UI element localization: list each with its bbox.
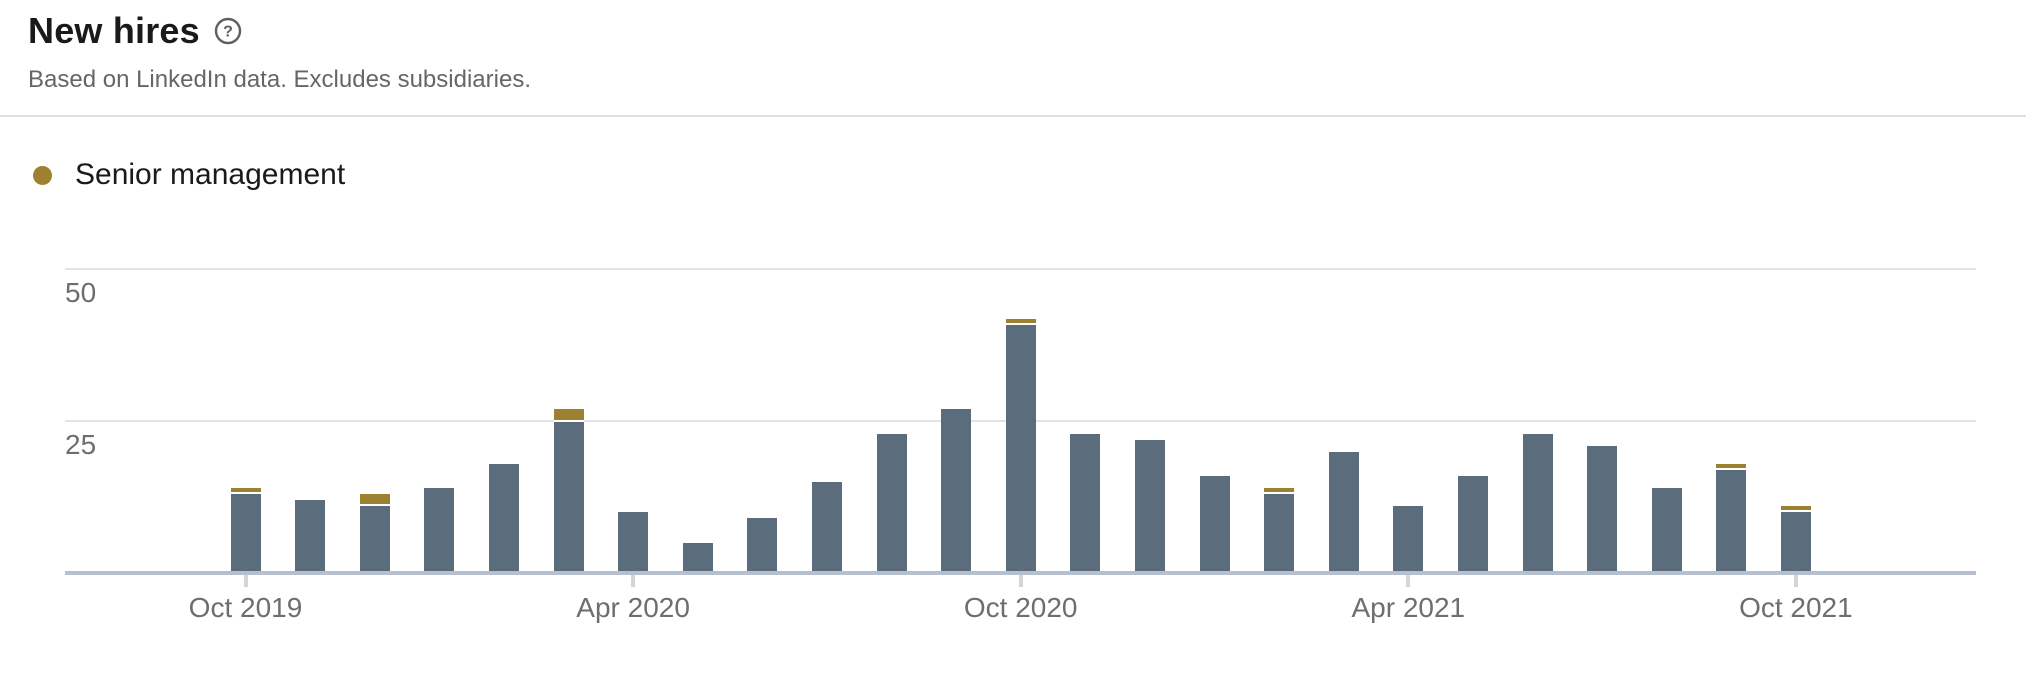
bar-segment-new-hires [1005, 324, 1036, 573]
bar-may-2020[interactable] [682, 542, 713, 573]
bar-sep-2021[interactable] [1716, 463, 1747, 573]
bar-segment-senior-management [230, 488, 261, 495]
bar-segment-new-hires [682, 542, 713, 573]
bar-segment-new-hires [747, 518, 778, 573]
bar-jul-2021[interactable] [1587, 445, 1618, 573]
bar-apr-2020[interactable] [618, 512, 649, 573]
bar-segment-senior-management [1780, 506, 1811, 513]
bar-segment-new-hires [618, 512, 649, 573]
bar-segment-new-hires [1264, 494, 1295, 573]
bar-segment-new-hires [359, 506, 390, 573]
bar-segment-new-hires [1587, 445, 1618, 573]
bar-segment-new-hires [1522, 433, 1553, 573]
bar-segment-new-hires [1716, 469, 1747, 573]
bar-feb-2020[interactable] [488, 463, 519, 573]
bar-oct-2020[interactable] [1005, 318, 1036, 573]
x-axis-label: Oct 2019 [188, 592, 303, 623]
x-axis-label: Apr 2021 [1351, 592, 1466, 623]
header-divider [0, 115, 2026, 117]
bar-jul-2020[interactable] [811, 482, 842, 573]
bar-sep-2020[interactable] [941, 409, 972, 573]
bar-may-2021[interactable] [1457, 476, 1488, 573]
x-axis-label: Oct 2021 [1739, 592, 1853, 623]
bar-segment-senior-management [1716, 463, 1747, 470]
gridline-50 [65, 268, 1976, 270]
bar-segment-new-hires [1070, 433, 1101, 573]
svg-text:?: ? [223, 24, 233, 41]
bar-segment-new-hires [230, 494, 261, 573]
bar-segment-new-hires [295, 500, 326, 573]
x-axis-label: Apr 2020 [576, 592, 690, 623]
bar-segment-new-hires [1780, 512, 1811, 573]
bar-segment-new-hires [811, 482, 842, 573]
bar-feb-2021[interactable] [1264, 488, 1295, 573]
bar-oct-2019[interactable] [230, 488, 261, 573]
bar-segment-new-hires [941, 409, 972, 573]
chart-subtitle: Based on LinkedIn data. Excludes subsidi… [28, 66, 531, 93]
x-axis-tick [1793, 575, 1798, 587]
legend-item-senior-management[interactable]: Senior management [33, 158, 345, 192]
bar-segment-new-hires [1457, 476, 1488, 573]
bar-jan-2021[interactable] [1199, 476, 1230, 573]
x-axis-tick [243, 575, 248, 587]
bar-segment-new-hires [876, 433, 907, 573]
bar-segment-new-hires [553, 421, 584, 573]
x-axis-tick [1406, 575, 1411, 587]
page-title: New hires [28, 10, 200, 51]
bar-aug-2021[interactable] [1651, 488, 1682, 573]
bar-jun-2021[interactable] [1522, 433, 1553, 573]
help-icon[interactable]: ? [214, 17, 242, 45]
x-axis-tick [1018, 575, 1023, 587]
legend-label: Senior management [75, 158, 346, 191]
chart-header: New hires ? [28, 10, 242, 52]
bar-aug-2020[interactable] [876, 433, 907, 573]
senior-management-swatch [33, 165, 52, 185]
bar-segment-senior-management [553, 409, 584, 422]
bar-oct-2021[interactable] [1780, 506, 1811, 573]
bar-segment-new-hires [488, 463, 519, 573]
bar-segment-senior-management [359, 494, 390, 507]
bar-jan-2020[interactable] [424, 488, 455, 573]
bar-segment-new-hires [1199, 476, 1230, 573]
bar-jun-2020[interactable] [747, 518, 778, 573]
bar-mar-2021[interactable] [1328, 451, 1359, 573]
bar-mar-2020[interactable] [553, 409, 584, 573]
bar-segment-senior-management [1005, 318, 1036, 325]
bar-apr-2021[interactable] [1393, 506, 1424, 573]
y-axis-label-25: 25 [65, 429, 97, 460]
x-axis-label: Oct 2020 [963, 592, 1078, 623]
bar-segment-new-hires [1328, 451, 1359, 573]
bar-segment-new-hires [1134, 439, 1165, 573]
bar-segment-new-hires [1393, 506, 1424, 573]
x-axis-tick [631, 575, 636, 587]
x-axis-line [65, 571, 1976, 575]
bar-dec-2020[interactable] [1134, 439, 1165, 573]
bar-segment-new-hires [1651, 488, 1682, 573]
bar-segment-senior-management [1264, 488, 1295, 495]
bar-nov-2020[interactable] [1070, 433, 1101, 573]
bar-dec-2019[interactable] [359, 494, 390, 573]
bar-segment-new-hires [424, 488, 455, 573]
y-axis-label-50: 50 [65, 277, 97, 308]
bar-nov-2019[interactable] [295, 500, 326, 573]
